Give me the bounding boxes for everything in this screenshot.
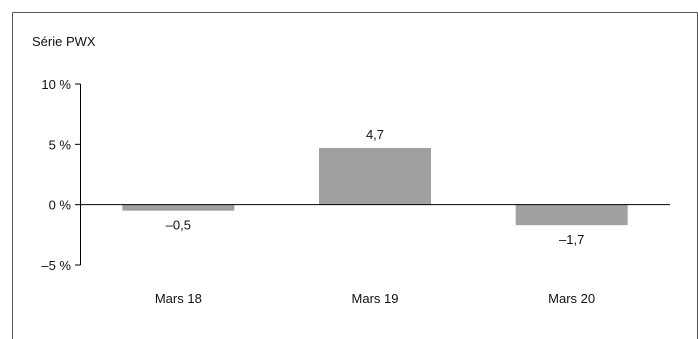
bar-1	[122, 204, 235, 211]
x-tick-label: Mars 20	[548, 291, 595, 306]
x-axis: Mars 18 Mars 19 Mars 20	[80, 204, 670, 306]
data-label-2: 4,7	[366, 127, 384, 142]
bar-2	[319, 147, 431, 205]
x-tick-label: Mars 18	[155, 291, 202, 306]
x-tick-label: Mars 19	[352, 291, 399, 306]
data-label-3: –1,7	[559, 232, 584, 247]
bars: –0,5 4,7 –1,7	[122, 127, 628, 247]
bar-3	[515, 204, 628, 226]
y-tick-label: 5 %	[49, 137, 72, 152]
y-tick-label: –5 %	[41, 258, 71, 273]
y-tick-label: 10 %	[41, 77, 71, 92]
chart-title: Série PWX	[32, 34, 96, 49]
y-axis: 10 % 5 % 0 % –5 %	[41, 77, 81, 273]
data-label-1: –0,5	[166, 218, 191, 233]
y-tick-label: 0 %	[49, 198, 72, 213]
